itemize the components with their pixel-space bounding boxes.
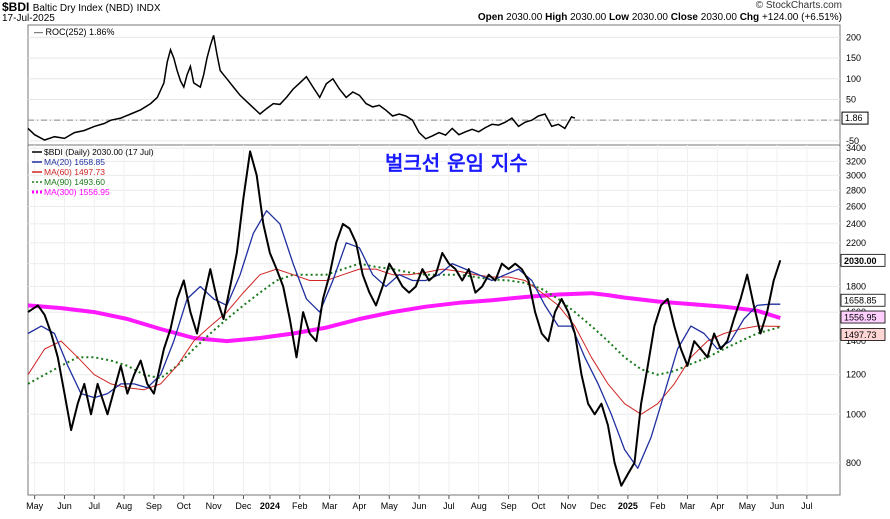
x-tick-label: Mar xyxy=(322,501,338,511)
price-tick-label: 1000 xyxy=(846,409,866,419)
roc-last-value: 1.86 xyxy=(845,113,863,123)
watermark: © StockCharts.com xyxy=(755,0,842,11)
price-tick-label: 1800 xyxy=(846,281,866,291)
series-line-ma20 xyxy=(27,210,781,469)
x-tick-label: Dec xyxy=(235,501,252,511)
close-value: 2030.00 xyxy=(700,12,737,23)
price-value-box xyxy=(840,253,886,267)
x-tick-label: Oct xyxy=(177,501,192,511)
x-tick-label: 2025 xyxy=(618,501,638,511)
x-tick-label: Sep xyxy=(501,501,517,511)
price-tick-label: 2800 xyxy=(846,185,866,195)
legend-entry: MA(60) 1497.73 xyxy=(44,167,105,177)
price-tick-label: 1200 xyxy=(846,370,866,380)
open-value: 2030.00 xyxy=(506,12,543,23)
roc-panel: 200150100500-501.86— ROC(252) 1.86% xyxy=(27,24,869,146)
chart-title: 벌크선 운임 지수 xyxy=(385,151,528,175)
high-value: 2030.00 xyxy=(570,12,607,23)
x-tick-label: Apr xyxy=(352,501,366,511)
close-label: Close xyxy=(670,12,698,23)
x-tick-label: Feb xyxy=(292,501,308,511)
price-value-box xyxy=(840,328,886,341)
price-tick-label: 3000 xyxy=(846,170,866,180)
change-value: +124.00 (+6.51%) xyxy=(761,12,842,23)
header-title: $BDI Baltic Dry Index (NBD) INDX xyxy=(2,0,161,14)
price-frame xyxy=(27,144,841,496)
series-name: Baltic Dry Index (NBD) xyxy=(32,3,134,14)
legend-entry: MA(20) 1658.85 xyxy=(44,157,105,167)
legend-entry: MA(300) 1556.95 xyxy=(44,187,110,197)
low-value: 2030.00 xyxy=(631,12,668,23)
exchange: INDX xyxy=(136,3,161,14)
x-tick-label: May xyxy=(381,501,399,511)
x-tick-label: Jul xyxy=(443,501,455,511)
price-value-label: 2030.00 xyxy=(844,256,877,266)
roc-tick-label: 150 xyxy=(846,53,861,63)
price-tick-label: 2400 xyxy=(846,219,866,229)
roc-tick-label: 50 xyxy=(846,94,856,104)
roc-legend: — ROC(252) 1.86% xyxy=(34,27,115,37)
x-tick-label: Jul xyxy=(89,501,101,511)
roc-tick-label: 200 xyxy=(846,32,861,42)
legend-entry: $BDI (Daily) 2030.00 (17 Jul) xyxy=(44,147,154,157)
x-tick-label: Aug xyxy=(116,501,132,511)
price-panel: 8001000120014001600180020002200240026002… xyxy=(26,143,886,511)
price-tick-label: 2600 xyxy=(846,202,866,212)
high-label: High xyxy=(545,12,568,23)
low-label: Low xyxy=(609,12,630,23)
x-tick-label: Dec xyxy=(590,501,607,511)
price-value-label: 1556.95 xyxy=(844,313,877,323)
price-value-label: 1497.73 xyxy=(844,330,877,340)
price-value-box xyxy=(840,293,886,307)
x-tick-label: Oct xyxy=(531,501,546,511)
series-line-ma60 xyxy=(27,268,781,415)
roc-tick-label: 100 xyxy=(846,74,861,84)
price-tick-label: 3200 xyxy=(846,156,866,166)
price-tick-label: 1400 xyxy=(846,336,866,346)
x-tick-label: Nov xyxy=(206,501,223,511)
x-tick-label: Jun xyxy=(770,501,785,511)
open-label: Open xyxy=(477,12,504,23)
price-value-box xyxy=(840,310,886,324)
x-tick-label: Jun xyxy=(412,501,427,511)
x-tick-label: Jul xyxy=(801,501,813,511)
legend-entry: MA(90) 1493.60 xyxy=(44,177,105,187)
x-tick-label: May xyxy=(739,501,757,511)
change-label: Chg xyxy=(739,12,760,23)
roc-tick-label: -50 xyxy=(846,136,859,146)
roc-last-value-box xyxy=(841,111,869,125)
symbol: $BDI xyxy=(2,0,30,14)
x-tick-label: Jun xyxy=(57,501,72,511)
x-tick-label: Aug xyxy=(471,501,487,511)
series-line-ma300 xyxy=(27,291,781,344)
x-tick-label: Sep xyxy=(146,501,162,511)
ohlc-readout: Open 2030.00 High 2030.00 Low 2030.00 Cl… xyxy=(478,12,842,23)
header-date: 17-Jul-2025 xyxy=(2,13,55,24)
price-tick-label: 2200 xyxy=(846,238,866,248)
x-tick-label: Feb xyxy=(650,501,666,511)
x-tick-label: May xyxy=(26,501,44,511)
series-line-bdi xyxy=(27,150,782,487)
x-tick-label: Mar xyxy=(680,501,696,511)
price-tick-label: 3400 xyxy=(846,143,866,153)
roc-frame xyxy=(27,24,841,146)
price-tick-label: 800 xyxy=(846,458,861,468)
roc-line xyxy=(27,35,576,141)
x-tick-label: Nov xyxy=(560,501,577,511)
x-tick-label: Apr xyxy=(710,501,724,511)
x-tick-label: 2024 xyxy=(260,501,280,511)
price-value-label: 1658.85 xyxy=(844,296,877,306)
